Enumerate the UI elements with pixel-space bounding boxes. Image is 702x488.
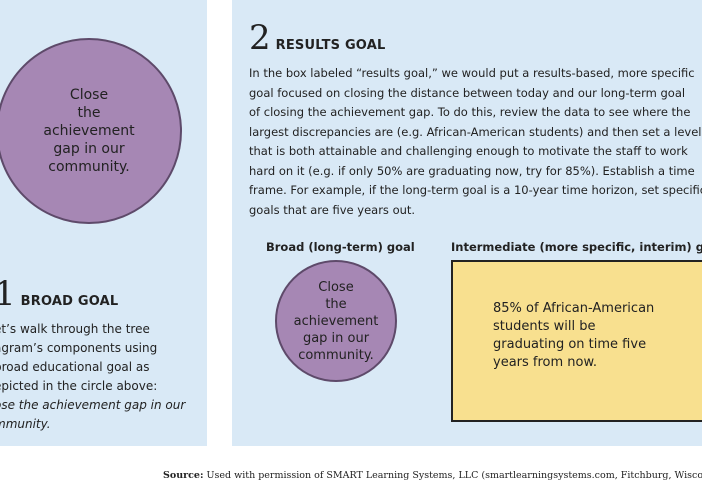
results-goal-title: RESULTS GOAL — [275, 38, 386, 53]
results-goal-body: In the box labeled “results goal,” we wo… — [249, 64, 702, 220]
broad-goal-heading: 1 BROAD GOAL — [0, 276, 118, 312]
broad-body-line: epicted in the circle above: — [0, 379, 158, 393]
broad-body-line: et’s walk through the tree — [0, 322, 150, 336]
broad-goal-circle-text: Close the achievement gap in our communi… — [43, 87, 135, 175]
results-body-line: frame. For example, if the long-term goa… — [249, 183, 702, 197]
broad-goal-label: Broad (long-term) goal — [266, 240, 415, 254]
broad-goal-panel: Close the achievement gap in our communi… — [0, 0, 207, 446]
results-body-line: hard on it (e.g. if only 50% are graduat… — [249, 163, 695, 178]
results-goal-panel: 2 RESULTS GOAL In the box labeled “resul… — [232, 0, 702, 446]
broad-body-line: broad educational goal as — [0, 360, 150, 374]
broad-goal-circle: Close the achievement gap in our communi… — [0, 38, 182, 224]
broad-goal-small-circle: Close the achievement gap in our communi… — [275, 260, 397, 382]
small-circle-text: Close the achievement gap in our communi… — [293, 279, 379, 363]
results-body-line: of closing the achievement gap. To do th… — [249, 105, 691, 119]
source-label: Source: — [163, 470, 204, 481]
source-caption: Source: Used with permission of SMART Le… — [163, 470, 702, 481]
results-body-line: goals that are five years out. — [249, 202, 416, 217]
intermediate-goal-box: 85% of African-American students will be… — [451, 260, 702, 422]
source-text: Used with permission of SMART Learning S… — [203, 470, 702, 481]
broad-goal-number: 1 — [0, 274, 16, 314]
broad-goal-title: BROAD GOAL — [20, 294, 119, 309]
results-body-line: largest discrepancies are (e.g. African-… — [249, 124, 702, 139]
results-body-line: In the box labeled “results goal,” we wo… — [249, 66, 695, 80]
intermediate-goal-label: Intermediate (more specific, interim) go… — [451, 240, 702, 254]
broad-body-italic-line: mmunity. — [0, 417, 51, 431]
results-body-line: goal focused on closing the distance bet… — [249, 85, 686, 100]
results-goal-number: 2 — [249, 18, 271, 58]
intermediate-goal-text: 85% of African-American students will be… — [493, 301, 655, 370]
broad-goal-body: et’s walk through the tree agram’s compo… — [0, 320, 199, 434]
broad-body-line: agram’s components using — [0, 341, 158, 355]
results-body-line: that is both attainable and challenging … — [249, 144, 688, 158]
results-goal-heading: 2 RESULTS GOAL — [249, 20, 385, 56]
broad-body-italic-line: ose the achievement gap in our — [0, 398, 186, 412]
